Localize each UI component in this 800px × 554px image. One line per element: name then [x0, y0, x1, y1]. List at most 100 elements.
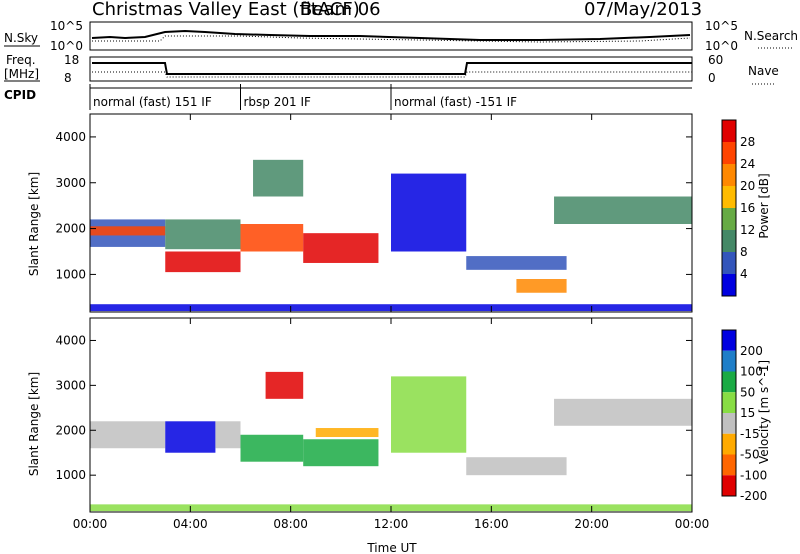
nsky-trace — [91, 29, 691, 41]
power-panel: 1000 2000 3000 4000 — [55, 113, 693, 313]
colorbar-frame — [721, 329, 737, 497]
power-colorbar-label: Power [dB] — [757, 173, 771, 238]
colorbar-swatch — [722, 186, 736, 208]
range-band — [90, 421, 166, 449]
range-band — [554, 398, 692, 426]
nave-tick-bottom: 0 — [708, 71, 716, 85]
beam-label: Beam 06 — [300, 0, 381, 20]
x-tick-label: 04:00 — [173, 517, 208, 531]
range-band — [215, 421, 241, 449]
colorbar-tick-label: 200 — [740, 344, 763, 358]
nsearch-tick-bottom: 10^0 — [705, 39, 738, 53]
range-band — [265, 371, 304, 399]
range-band — [303, 233, 379, 263]
colorbar-swatch — [722, 350, 736, 372]
colorbar-tick-label: 50 — [740, 385, 755, 399]
station-title: Christmas Valley East (fitACF) — [92, 0, 360, 20]
colorbar-swatch — [722, 330, 736, 351]
colorbar-frame — [721, 119, 737, 297]
colorbar-tick-label: 100 — [740, 365, 763, 379]
colorbar-tick-label: 15 — [740, 406, 755, 420]
colorbar-tick-label: 4 — [740, 267, 748, 281]
colorbar-swatch — [722, 433, 736, 455]
colorbar-tick-label: 16 — [740, 201, 755, 215]
freq-label-line1: Freq. — [6, 53, 36, 67]
x-tick-label: 08:00 — [273, 517, 308, 531]
range-band — [315, 428, 379, 438]
freq-tick-top: 18 — [64, 53, 79, 67]
freq-trace — [92, 62, 692, 75]
colorbar-swatch — [722, 454, 736, 476]
cpid-label: CPID — [4, 88, 36, 102]
colorbar-tick-label: 12 — [740, 223, 755, 237]
velocity-colorbar-label: Velocity [m s^-1] — [757, 360, 771, 464]
colorbar-tick-label: 20 — [740, 179, 755, 193]
range-band — [165, 421, 216, 453]
colorbar-swatch — [722, 392, 736, 413]
cpid-segments: normal (fast) 151 IF rbsp 201 IF normal (f… — [89, 84, 517, 110]
colorbar-swatch — [722, 230, 736, 252]
colorbar-swatch — [722, 208, 736, 230]
y-tick-label: 1000 — [55, 468, 86, 482]
y-tick-label: 2000 — [55, 423, 86, 437]
range-band — [240, 434, 304, 462]
power-colorbar: 28 24 20 16 12 8 4 — [721, 119, 755, 297]
range-band — [391, 376, 467, 453]
velocity-colorbar: 200 100 50 15 -15 -50 -100 -200 — [721, 329, 767, 503]
colorbar-tick-label: 28 — [740, 135, 755, 149]
nsearch-label: N.Search — [744, 29, 798, 43]
colorbar-tick-label: -15 — [740, 427, 760, 441]
nsky-tick-bottom: 10^0 — [50, 39, 83, 53]
cpid-segment-label: rbsp 201 IF — [244, 95, 311, 109]
nsky-label: N.Sky — [4, 31, 38, 45]
nsearch-tick-top: 10^5 — [705, 19, 738, 33]
colorbar-swatch — [722, 252, 736, 274]
freq-label-line2: [MHz] — [4, 67, 39, 81]
freq-tick-bottom: 8 — [64, 71, 72, 85]
nave-tick-top: 60 — [708, 53, 723, 67]
colorbar-swatch — [722, 274, 736, 296]
colorbar-tick-label: 8 — [740, 245, 748, 259]
velocity-ylabel: Slant Range [km] — [27, 372, 41, 476]
colorbar-tick-label: -200 — [740, 489, 767, 503]
range-band — [165, 219, 241, 250]
nave-label: Nave — [748, 64, 779, 78]
range-band — [466, 457, 567, 476]
power-ylabel: Slant Range [km] — [27, 172, 41, 276]
y-tick-label: 1000 — [55, 267, 86, 281]
cpid-segment-label: normal (fast) 151 IF — [93, 95, 212, 109]
range-band — [516, 279, 567, 293]
colorbar-tick-label: -100 — [740, 468, 767, 482]
colorbar-swatch — [722, 371, 736, 393]
range-band — [466, 256, 567, 270]
colorbar-tick-label: 24 — [740, 157, 755, 171]
colorbar-tick-label: -50 — [740, 448, 760, 462]
range-band — [554, 196, 692, 224]
range-band — [90, 226, 166, 236]
x-tick-label: 16:00 — [474, 517, 509, 531]
colorbar-swatch — [722, 413, 736, 434]
nave-trace — [92, 71, 692, 78]
colorbar-swatch — [722, 142, 736, 164]
cpid-segment-label: normal (fast) -151 IF — [394, 95, 517, 109]
x-tick-label: 00:00 — [73, 517, 108, 531]
x-tick-label: 12:00 — [374, 517, 409, 531]
colorbar-swatch — [722, 120, 736, 142]
x-tick-label: 20:00 — [574, 517, 609, 531]
range-band — [165, 251, 241, 273]
y-tick-label: 2000 — [55, 222, 86, 236]
range-band — [303, 439, 379, 467]
y-tick-label: 4000 — [55, 333, 86, 347]
range-band — [253, 159, 304, 197]
nsearch-trace — [92, 35, 691, 43]
colorbar-swatch — [722, 164, 736, 186]
nsky-tick-top: 10^5 — [50, 19, 83, 33]
y-tick-label: 4000 — [55, 130, 86, 144]
freq-strip-frame — [89, 56, 693, 82]
y-tick-label: 3000 — [55, 378, 86, 392]
range-band — [240, 224, 304, 252]
colorbar-swatch — [722, 475, 736, 496]
time-xlabel: Time UT — [366, 541, 417, 554]
nsky-strip-frame — [89, 21, 693, 51]
range-band — [391, 173, 467, 252]
